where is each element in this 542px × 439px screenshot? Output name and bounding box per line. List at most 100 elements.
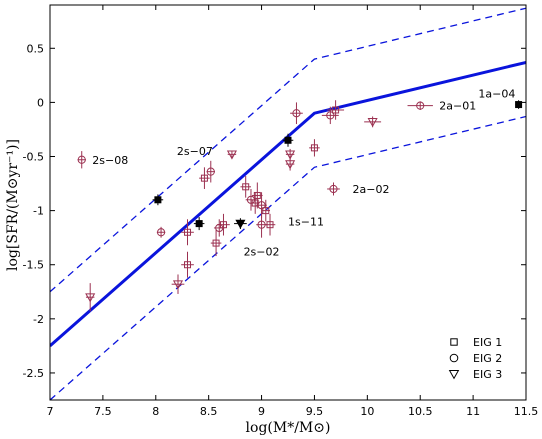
- point-marker-square: [219, 221, 227, 229]
- point-marker-square: [195, 220, 203, 228]
- lower-scatter-line: [50, 115, 526, 400]
- legend-marker-circle: [449, 353, 459, 363]
- x-tick-label: 7: [47, 405, 54, 418]
- point-marker-square: [212, 239, 220, 247]
- y-tick-label: -0.5: [23, 151, 44, 164]
- data-point: [264, 213, 276, 236]
- legend-marker-triangle-down: [448, 369, 460, 380]
- data-point: [285, 157, 296, 171]
- data-point: [152, 194, 164, 206]
- point-marker-triangle-down: [285, 160, 296, 170]
- point-marker-circle: [156, 228, 166, 237]
- data-point: [327, 182, 340, 196]
- data-point: [364, 116, 382, 128]
- point-label: 1s−11: [288, 215, 324, 228]
- point-marker-triangle-down: [85, 293, 96, 303]
- legend-label: EIG 2: [473, 352, 502, 365]
- point-marker-triangle-down: [235, 219, 246, 229]
- y-tick-label: -1: [33, 205, 44, 218]
- point-label: 2a−01: [439, 100, 476, 113]
- x-tick-label: 11: [466, 405, 480, 418]
- point-marker-square: [262, 207, 270, 215]
- y-tick-label: 0: [37, 96, 44, 109]
- upper-scatter-line: [50, 7, 526, 293]
- legend: EIG 1 EIG 2 EIG 3: [448, 336, 502, 381]
- point-marker-square: [184, 228, 192, 236]
- point-marker-square: [154, 196, 162, 204]
- plot-frame: [49, 4, 527, 401]
- data-point: [226, 150, 237, 160]
- x-tick-label: 9.5: [306, 405, 324, 418]
- point-label: 2s−08: [92, 154, 128, 167]
- point-marker-square: [332, 106, 340, 114]
- data-point: [327, 100, 345, 120]
- point-marker-circle: [292, 109, 301, 118]
- mean-relation-line: [50, 60, 526, 348]
- y-axis-label: log[SFR/(M⊙yr⁻¹)]: [5, 139, 21, 271]
- x-tick-label: 8.5: [200, 405, 218, 418]
- legend-label: EIG 1: [473, 336, 502, 349]
- point-marker-circle: [416, 101, 425, 110]
- x-tick-label: 10.5: [408, 405, 433, 418]
- legend-item: EIG 3: [448, 368, 502, 381]
- point-marker-square: [284, 136, 292, 144]
- data-point: [217, 213, 230, 236]
- data-point: [407, 101, 433, 110]
- data-point: [290, 102, 303, 125]
- x-tick-label: 7.5: [94, 405, 112, 418]
- point-label: 2s−07: [177, 145, 213, 158]
- data-point: [252, 182, 263, 209]
- data-point: [181, 251, 194, 278]
- data-point: [234, 218, 247, 230]
- legend-item: EIG 2: [449, 352, 502, 365]
- data-point: [181, 219, 194, 246]
- data-points: [77, 100, 523, 312]
- data-point: [85, 283, 96, 312]
- data-point: [282, 133, 294, 147]
- legend-marker-square: [450, 338, 458, 346]
- plot-area: [50, 5, 526, 400]
- point-marker-circle: [77, 155, 86, 164]
- point-label: 2a−02: [353, 183, 390, 196]
- point-label: 1a−04: [478, 88, 515, 101]
- point-marker-circle: [206, 167, 215, 176]
- y-tick-label: -2.5: [23, 367, 44, 380]
- x-axis-ticks: 7 7.5 8 8.5 9 9.5 10 10.5 11 11.5: [47, 5, 539, 418]
- data-point: [171, 274, 185, 294]
- x-tick-label: 10: [360, 405, 374, 418]
- x-tick-label: 11.5: [514, 405, 539, 418]
- point-marker-square: [515, 101, 523, 109]
- x-tick-label: 9: [258, 405, 265, 418]
- data-point: [77, 151, 86, 169]
- data-point: [206, 160, 216, 183]
- point-marker-triangle-down: [285, 150, 296, 160]
- point-marker-triangle-down: [226, 150, 237, 160]
- data-point: [261, 199, 271, 222]
- data-point: [240, 175, 251, 198]
- point-marker-square: [242, 183, 250, 191]
- legend-item: EIG 1: [450, 336, 502, 349]
- data-point: [515, 100, 523, 109]
- y-tick-label: 0.5: [27, 42, 45, 55]
- point-marker-triangle-down: [172, 280, 184, 290]
- point-marker-circle: [329, 184, 338, 194]
- y-tick-label: -1.5: [23, 259, 44, 272]
- legend-label: EIG 3: [473, 368, 502, 381]
- point-marker-square: [184, 261, 192, 269]
- point-marker-square: [266, 221, 274, 229]
- data-point: [199, 167, 210, 189]
- point-label: 2s−02: [244, 246, 280, 259]
- x-tick-label: 8: [152, 405, 159, 418]
- point-marker-circle: [257, 201, 266, 210]
- point-marker-square: [200, 174, 208, 182]
- data-point: [156, 226, 166, 238]
- relation-lines: [50, 7, 526, 400]
- data-point: [193, 217, 205, 231]
- data-point: [309, 139, 320, 157]
- y-axis-ticks: 0.5 0 -0.5 -1 -1.5 -2 -2.5: [23, 42, 526, 380]
- data-point: [210, 230, 222, 257]
- point-marker-square: [253, 191, 261, 199]
- y-tick-label: -2: [33, 313, 44, 326]
